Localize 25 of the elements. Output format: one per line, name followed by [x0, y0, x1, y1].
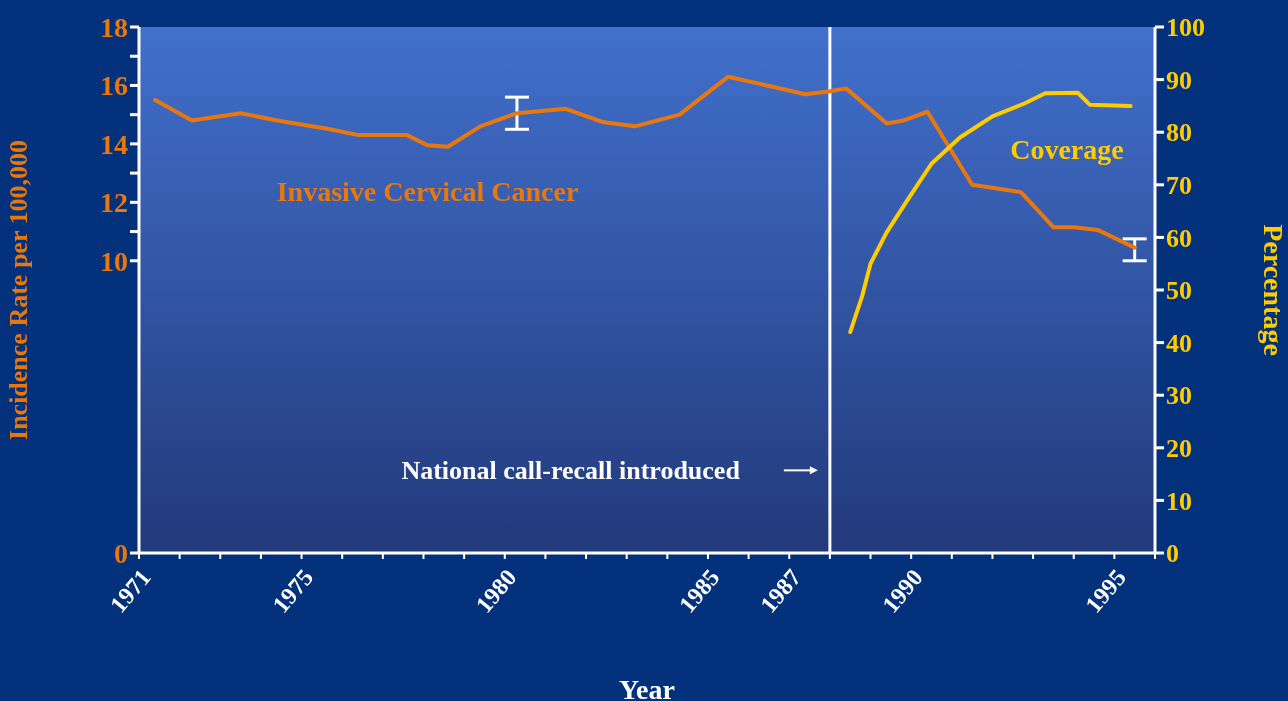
- y-tick-label: 14: [100, 128, 128, 160]
- series-label: Invasive Cervical Cancer: [276, 176, 579, 208]
- y-tick-label: 12: [100, 187, 128, 219]
- y2-tick-label: 70: [1166, 171, 1192, 201]
- line-series: [848, 90, 1133, 335]
- y2-tick-label: 60: [1166, 223, 1192, 253]
- y-tick-label: 0: [114, 537, 128, 569]
- line-series: [153, 74, 1137, 250]
- y2-tick-label: 50: [1166, 276, 1192, 306]
- y-tick-label: 16: [100, 70, 128, 102]
- y2-tick-label: 90: [1166, 65, 1192, 95]
- series-label: Coverage: [1010, 134, 1124, 166]
- y2-tick-label: 30: [1166, 381, 1192, 411]
- y2-tick-label: 10: [1166, 486, 1192, 516]
- x-axis-title: Year: [619, 674, 675, 701]
- y-axis-title: Incidence Rate per 100,000: [4, 140, 34, 440]
- y2-tick-label: 100: [1166, 13, 1205, 43]
- y2-axis-title: Percentage: [1258, 224, 1288, 356]
- y-tick-label: 18: [100, 11, 128, 43]
- y2-tick-label: 40: [1166, 328, 1192, 358]
- ref-line-label: National call-recall introduced: [401, 456, 741, 486]
- y-tick-label: 10: [100, 245, 128, 277]
- y2-tick-label: 0: [1166, 539, 1179, 569]
- y2-tick-label: 20: [1166, 434, 1192, 464]
- y2-tick-label: 80: [1166, 118, 1192, 148]
